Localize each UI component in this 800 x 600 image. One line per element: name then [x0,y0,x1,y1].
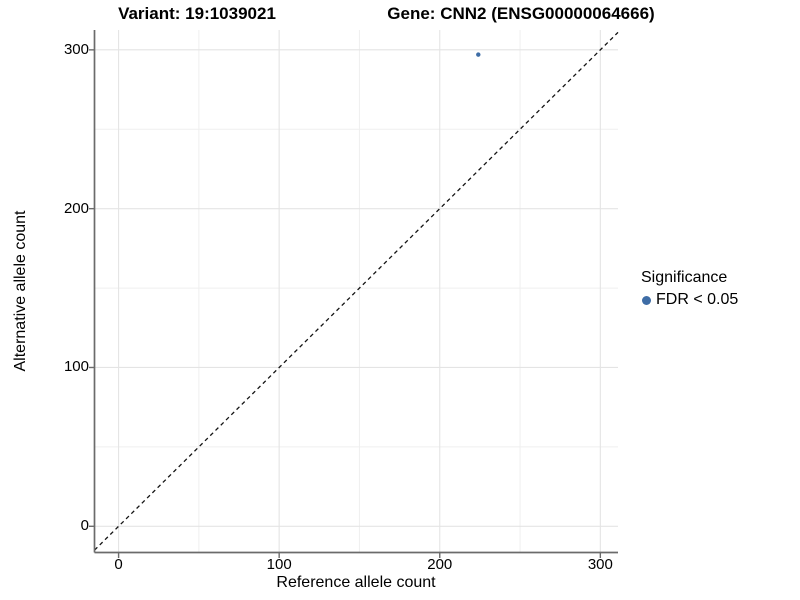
x-tick-label: 200 [427,556,453,573]
x-tick-label: 0 [114,556,123,573]
gene-title: Gene: CNN2 (ENSG00000064666) [387,4,655,23]
y-tick-label: 0 [80,517,89,535]
x-tick-label: 100 [266,556,292,573]
x-axis-title: Reference allele count [276,574,436,591]
x-tick-label: 300 [587,556,613,573]
legend-title: Significance [641,269,728,286]
y-tick-label: 100 [63,358,89,376]
significant-point-icon [641,295,651,305]
variant-title: Variant: 19:1039021 [118,4,276,23]
legend-item-label: FDR < 0.05 [656,291,739,308]
data-point [476,52,481,57]
legend-item-fdr: FDR < 0.05 [638,290,798,310]
y-tick-label: 300 [63,40,89,58]
y-tick-label: 200 [63,199,89,217]
legend-key [638,295,654,305]
y-axis-title: Alternative allele count [12,210,29,372]
legend: Significance FDR < 0.05 [638,268,798,310]
identity-line [94,31,619,551]
